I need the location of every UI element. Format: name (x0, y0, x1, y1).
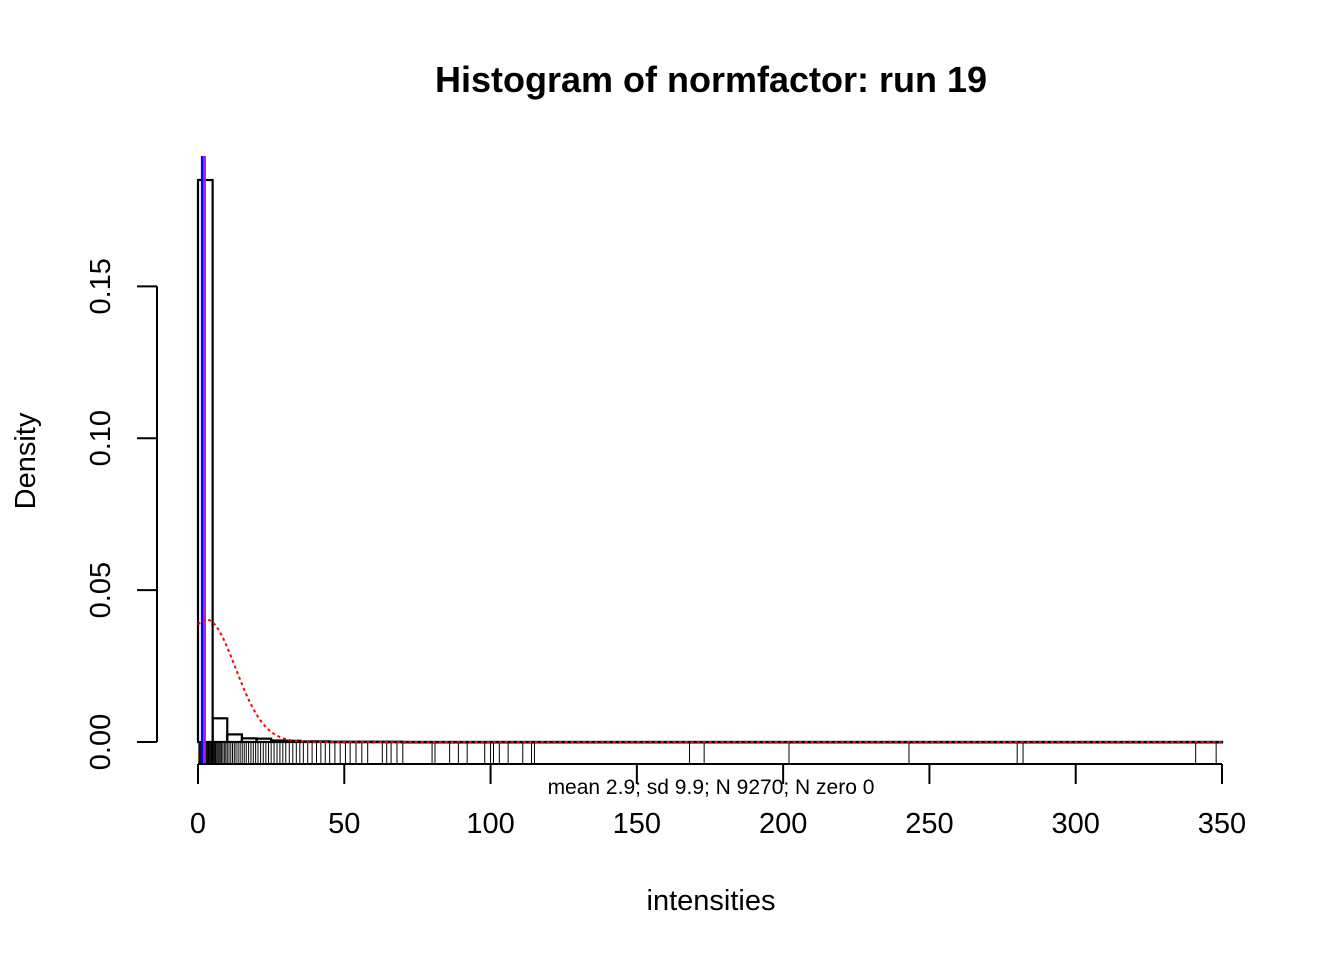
histogram-bars (196, 178, 1224, 744)
x-tick-label: 300 (1052, 808, 1100, 840)
reference-lines (200, 156, 206, 764)
x-tick-label: 150 (613, 808, 661, 840)
summary-subtitle: mean 2.9; sd 9.9; N 9270; N zero 0 (548, 776, 875, 799)
x-axis: 0 50 100 150 200 250 300 350 (190, 763, 1246, 840)
x-tick-label: 250 (905, 808, 953, 840)
x-tick-label: 0 (190, 808, 206, 840)
histogram-bar (255, 737, 273, 744)
histogram-bar (240, 737, 258, 744)
y-tick-label: 0.10 (85, 410, 117, 466)
x-tick-label: 50 (328, 808, 360, 840)
y-tick-label: 0.00 (85, 714, 117, 770)
normal-curve (197, 618, 1222, 743)
histogram-bar (387, 740, 404, 744)
histogram-bar (226, 733, 243, 744)
x-axis-label: intensities (647, 885, 776, 917)
normal-curve-group (197, 618, 1222, 743)
y-axis: 0.00 0.05 0.10 0.15 (85, 258, 158, 770)
histogram-bar (270, 739, 287, 744)
y-tick-label: 0.15 (85, 258, 117, 314)
x-tick-label: 100 (466, 808, 514, 840)
histogram-bar (211, 717, 229, 744)
x-tick-label: 350 (1198, 808, 1246, 840)
y-tick-label: 0.05 (85, 562, 117, 618)
chart-title: Histogram of normfactor: run 19 (435, 59, 987, 100)
rug-ticks (198, 742, 1217, 764)
y-axis-label: Density (10, 412, 42, 509)
histogram-bar (284, 739, 302, 744)
x-tick-label: 200 (759, 808, 807, 840)
